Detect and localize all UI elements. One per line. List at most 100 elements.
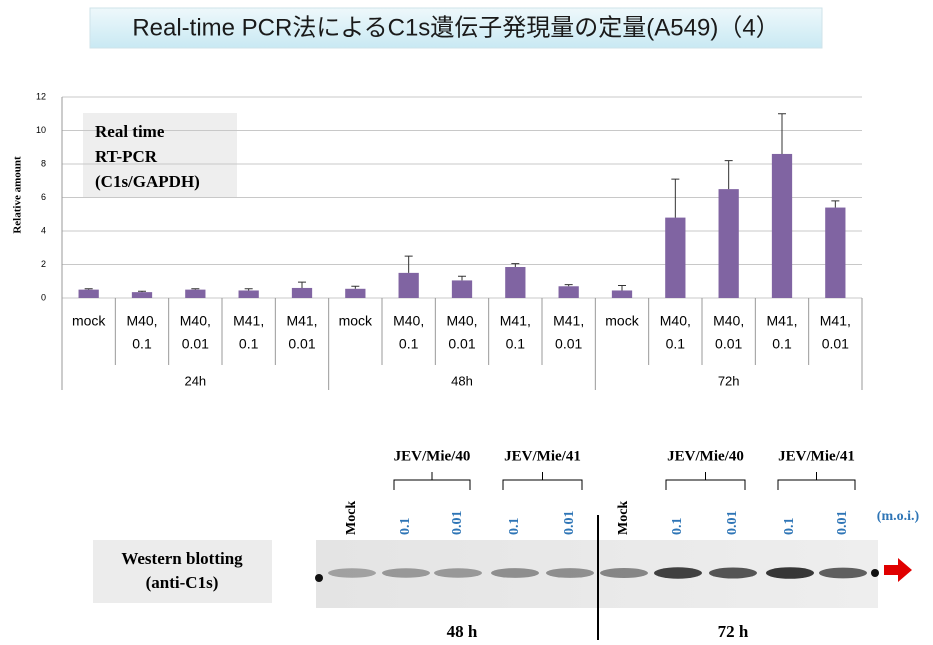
x-tick-label: 0.1: [666, 336, 686, 352]
bracket: [503, 472, 582, 490]
arrow: [884, 558, 912, 582]
blot-band: [434, 568, 482, 578]
x-tick-label: M41,: [233, 313, 264, 329]
error-bar: [458, 276, 466, 280]
lane-label: 0.01: [450, 511, 465, 536]
x-tick-label: 0.01: [822, 336, 849, 352]
x-tick-label: M41,: [500, 313, 531, 329]
blot-label: Western blotting: [121, 549, 243, 568]
lane-label: 0.1: [398, 518, 413, 536]
x-tick-label: 0.01: [555, 336, 582, 352]
bar: [612, 290, 632, 298]
x-tick-label: mock: [339, 313, 373, 329]
group-label: JEV/Mie/40: [394, 448, 471, 464]
x-tick-label: M40,: [126, 313, 157, 329]
bar: [399, 273, 419, 298]
lane-label: 0.01: [562, 511, 577, 536]
x-tick-label: M40,: [446, 313, 477, 329]
x-tick-label: M40,: [180, 313, 211, 329]
x-tick-label: 0.01: [288, 336, 315, 352]
lane-label: Mock: [344, 501, 359, 535]
bracket: [666, 472, 745, 490]
y-tick-label: 8: [41, 158, 46, 168]
bar: [719, 189, 739, 298]
error-bar: [85, 289, 93, 290]
lane-label: Mock: [616, 501, 631, 535]
x-tick-label: 0.01: [182, 336, 209, 352]
y-tick-label: 10: [36, 125, 46, 135]
x-tick-label: 0.01: [448, 336, 475, 352]
bracket: [394, 472, 470, 490]
slide-title: Real-time PCR法によるC1s遺伝子発現量の定量(A549)（4）: [132, 14, 779, 41]
x-tick-label: 0.1: [506, 336, 526, 352]
time-label: 72 h: [718, 622, 749, 641]
x-tick-label: 0.1: [239, 336, 259, 352]
y-tick-label: 0: [41, 292, 46, 302]
lane-label: 0.01: [835, 511, 850, 536]
group-label: JEV/Mie/41: [504, 448, 581, 464]
blot-marker: [315, 574, 323, 582]
x-tick-label: 0.01: [715, 336, 742, 352]
error-bar: [351, 286, 359, 289]
x-tick-label: M41,: [553, 313, 584, 329]
blot-band: [600, 568, 648, 578]
group-label: JEV/Mie/40: [667, 448, 744, 464]
x-tick-label: M41,: [766, 313, 797, 329]
error-bar: [191, 289, 199, 290]
y-tick-label: 4: [41, 225, 46, 235]
x-tick-label: 0.1: [132, 336, 152, 352]
bar: [345, 289, 365, 298]
x-tick-label: 0.1: [399, 336, 419, 352]
bracket: [778, 472, 855, 490]
blot-band: [819, 568, 867, 579]
error-bar: [831, 201, 839, 208]
error-bar: [778, 114, 786, 154]
x-tick-label: M40,: [393, 313, 424, 329]
blot-band: [709, 568, 757, 579]
annotation: RT-PCR: [95, 147, 158, 166]
lane-label: 0.1: [507, 518, 522, 536]
annotation: Real time: [95, 122, 165, 141]
bar: [825, 208, 845, 298]
y-tick-label: 12: [36, 91, 46, 101]
annotation: (C1s/GAPDH): [95, 172, 200, 191]
group-label: 72h: [718, 373, 740, 388]
blot-marker: [871, 569, 879, 577]
x-tick-label: M41,: [820, 313, 851, 329]
lane-label: 0.1: [782, 518, 797, 536]
y-axis-label: Relative amount: [12, 156, 24, 234]
lane-label: 0.1: [670, 518, 685, 536]
moi-label: (m.o.i.): [877, 509, 920, 524]
x-tick-label: M40,: [713, 313, 744, 329]
bar: [505, 267, 525, 298]
bar: [772, 154, 792, 298]
lane-label: 0.01: [725, 511, 740, 536]
x-tick-label: mock: [605, 313, 639, 329]
blot-band: [328, 568, 376, 577]
blot-band: [766, 567, 814, 579]
bar: [559, 286, 579, 298]
bar: [132, 292, 152, 298]
blot-label: (anti-C1s): [146, 573, 219, 592]
error-bar: [565, 285, 573, 287]
blot-band: [654, 567, 702, 578]
bar: [185, 290, 205, 298]
y-tick-label: 6: [41, 192, 46, 202]
error-bar: [138, 291, 146, 292]
group-label: 24h: [184, 373, 206, 388]
error-bar: [725, 161, 733, 189]
blot-band: [382, 568, 430, 578]
error-bar: [245, 289, 253, 291]
x-tick-label: M40,: [660, 313, 691, 329]
group-label: JEV/Mie/41: [778, 448, 855, 464]
time-label: 48 h: [447, 622, 478, 641]
x-tick-label: M41,: [286, 313, 317, 329]
x-tick-label: mock: [72, 313, 106, 329]
bar: [239, 290, 259, 298]
bar: [452, 280, 472, 298]
group-label: 48h: [451, 373, 473, 388]
slide: Real-time PCR法によるC1s遺伝子発現量の定量(A549)（4） R…: [0, 0, 933, 645]
x-tick-label: 0.1: [772, 336, 792, 352]
blot-band: [491, 568, 539, 578]
error-bar: [671, 179, 679, 218]
